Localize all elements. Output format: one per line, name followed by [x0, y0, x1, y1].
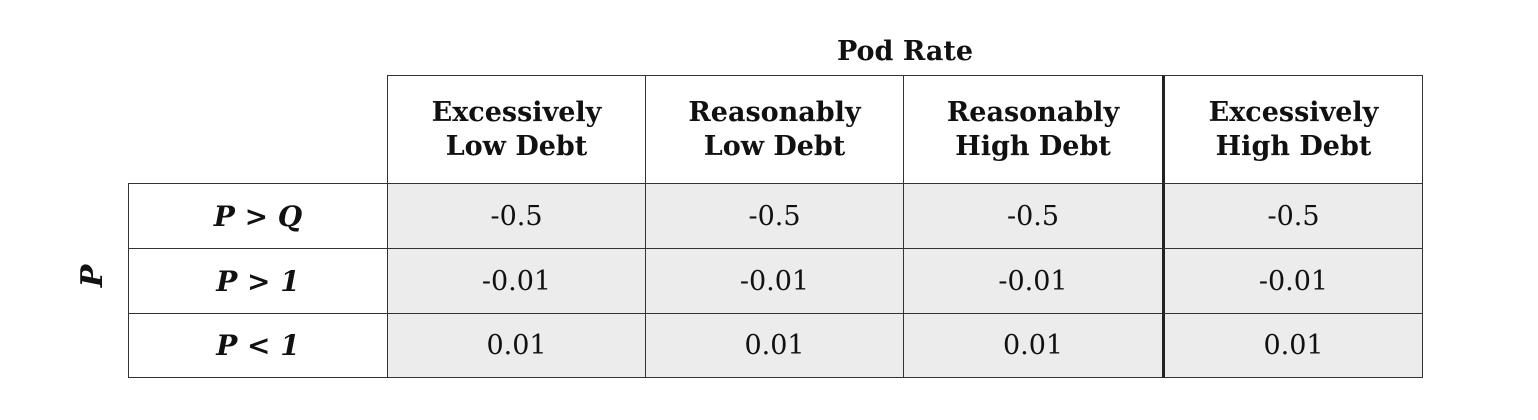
column-header-line: Reasonably: [946, 97, 1120, 128]
table-cell: -0.01: [387, 248, 646, 314]
column-header-line: Excessively: [1208, 97, 1379, 128]
table-cell: -0.01: [903, 248, 1163, 314]
column-header-line: Reasonably: [688, 97, 861, 128]
row-label: P > Q: [128, 183, 388, 249]
column-header: Excessively Low Debt: [387, 75, 646, 185]
column-header: Excessively High Debt: [1162, 75, 1423, 185]
table-cell: -0.5: [903, 183, 1163, 249]
table-cell: 0.01: [1162, 313, 1423, 378]
column-header-line: Excessively: [431, 97, 602, 128]
table-cell: -0.01: [645, 248, 904, 314]
column-header-line: High Debt: [955, 131, 1111, 162]
table-cell: -0.5: [645, 183, 904, 249]
column-header-line: Low Debt: [703, 131, 846, 162]
row-group-title: P: [74, 264, 110, 288]
table-cell: -0.5: [1162, 183, 1423, 249]
column-header-line: High Debt: [1215, 131, 1372, 162]
table-cell: -0.01: [1162, 248, 1423, 314]
column-group-title: Pod Rate: [836, 36, 974, 67]
table-cell: -0.5: [387, 183, 646, 249]
column-header-line: Low Debt: [445, 131, 588, 162]
column-header: Reasonably Low Debt: [645, 75, 904, 185]
column-header: Reasonably High Debt: [903, 75, 1163, 185]
row-label: P > 1: [128, 248, 388, 314]
row-label: P < 1: [128, 313, 388, 378]
table-cell: 0.01: [645, 313, 904, 378]
table-cell: 0.01: [903, 313, 1163, 378]
table-cell: 0.01: [387, 313, 646, 378]
